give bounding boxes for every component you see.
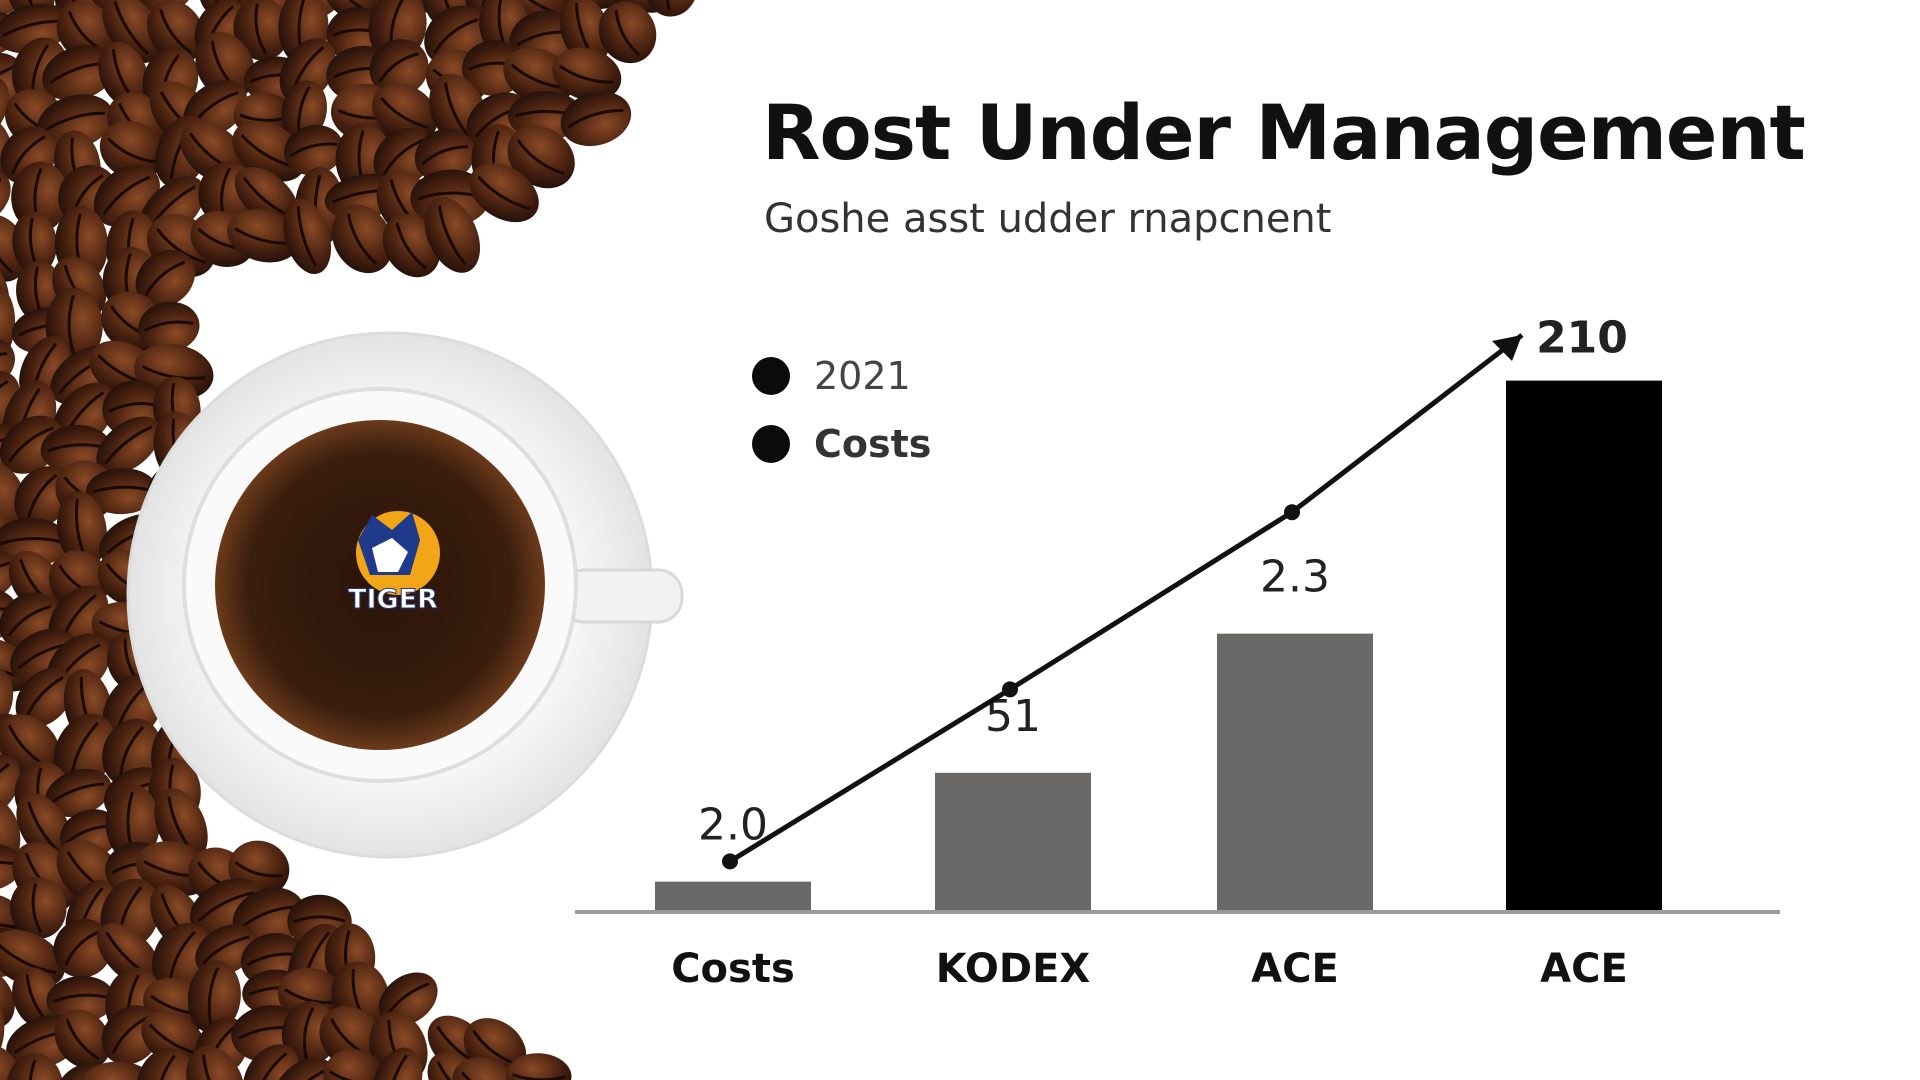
coffee-bean	[0, 550, 19, 604]
coffee-bean	[135, 249, 196, 308]
coffee-bean	[644, 0, 699, 17]
coffee-bean	[85, 468, 158, 515]
coffee-bean	[414, 128, 476, 183]
data-label: 2.0	[698, 800, 768, 851]
coffee-bean	[507, 125, 575, 189]
coffee-bean	[452, 1057, 524, 1080]
bar-1	[935, 772, 1091, 910]
coffee-bean	[187, 960, 241, 1034]
bar-3	[1506, 380, 1662, 910]
coffee-bean	[272, 1057, 338, 1080]
coffee-bean	[81, 1061, 158, 1080]
legend-item-costs: Costs	[752, 410, 931, 478]
x-tick-label: Costs	[671, 946, 795, 992]
coffee-bean	[0, 1044, 21, 1080]
data-label: 2.3	[1260, 552, 1330, 603]
coffee-bean	[0, 52, 27, 111]
coffee-bean	[469, 163, 539, 223]
bar-2	[1217, 633, 1373, 910]
coffee-bean	[45, 768, 112, 818]
legend-label: 2021	[814, 354, 911, 398]
coffee-bean	[137, 1048, 196, 1080]
chart-title: Rost Under Management	[762, 88, 1806, 177]
bean-layer	[0, 0, 699, 1080]
coffee-bean	[15, 667, 74, 728]
tiger-logo: TIGER	[348, 511, 440, 616]
coffee-bean	[369, 39, 429, 97]
coffee-bean	[560, 91, 632, 147]
legend: 2021 Costs	[752, 342, 931, 478]
legend-dot-icon	[752, 357, 790, 395]
coffee-bean	[323, 1049, 385, 1080]
coffee-bean	[373, 128, 434, 187]
coffee-bean	[138, 301, 200, 353]
trend-point	[1002, 681, 1018, 698]
x-tick-label: KODEX	[936, 946, 1091, 992]
coffee-bean	[424, 197, 480, 273]
coffee-bean	[284, 125, 344, 176]
coffee-bean	[243, 1044, 300, 1080]
coffee-bean	[6, 1053, 64, 1080]
coffee-bean	[372, 1047, 423, 1080]
coffee-bean	[146, 0, 205, 63]
bar-0	[655, 881, 811, 910]
coffee-bean	[96, 416, 161, 475]
coffee-bean	[46, 975, 115, 1024]
coffee-bean	[0, 754, 21, 819]
trend-line	[728, 333, 1524, 864]
chart-subtitle: Goshe asst udder rnapcnent	[764, 196, 1332, 242]
coffee-bean	[0, 214, 28, 282]
coffee-bean	[0, 0, 28, 19]
x-tick-label: ACE	[1540, 946, 1628, 992]
trend-arrow-icon	[1492, 335, 1522, 362]
coffee-bean	[54, 1009, 111, 1069]
coffee-bean	[186, 1045, 245, 1080]
coffee-bean	[40, 425, 112, 474]
trend-point	[1284, 504, 1300, 521]
coffee-bean	[598, 1, 657, 64]
coffee-bean	[0, 843, 23, 892]
coffee-bean	[552, 47, 622, 101]
logo-text: TIGER	[348, 584, 438, 615]
data-label: 210	[1536, 313, 1628, 364]
coffee-bean	[283, 198, 332, 275]
coffee-bean	[37, 94, 114, 150]
coffee-bean	[0, 336, 16, 391]
coffee-bean	[372, 83, 438, 142]
x-tick-label: ACE	[1251, 946, 1339, 992]
legend-label: Costs	[814, 422, 932, 466]
trend-point	[722, 853, 738, 870]
coffee-bean	[10, 877, 67, 939]
coffee-bean	[99, 120, 166, 180]
legend-dot-icon	[752, 425, 790, 463]
legend-item-2021: 2021	[752, 342, 931, 410]
coffee-bean	[331, 204, 393, 274]
coffee-bean	[233, 0, 290, 61]
